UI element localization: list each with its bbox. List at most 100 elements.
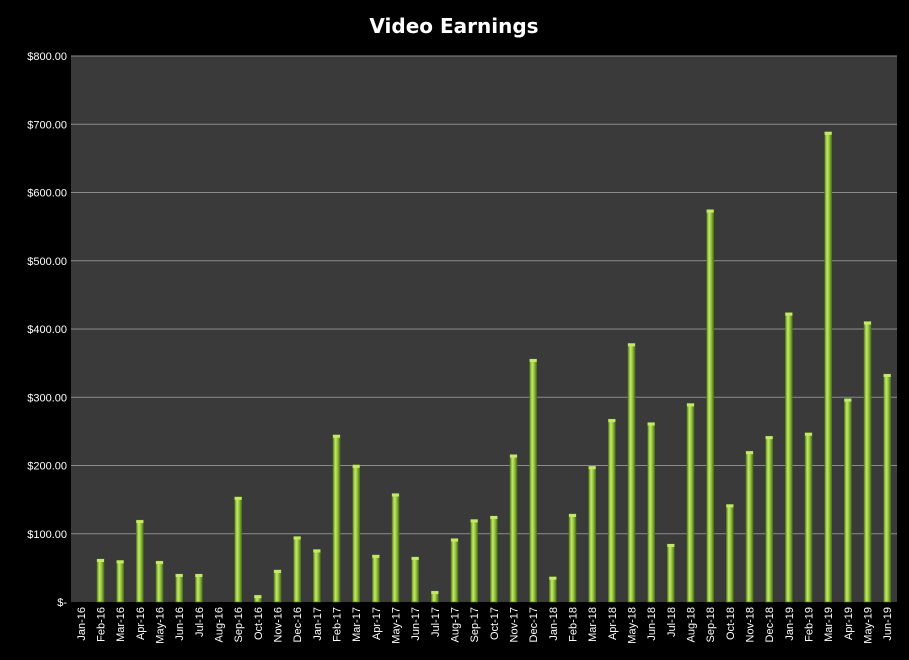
x-tick-label: Jul-16: [194, 607, 206, 637]
x-tick-label: May-16: [155, 607, 167, 644]
bar-nov-16: [273, 569, 282, 603]
bar-apr-18: [607, 418, 616, 603]
bar-cap-apr-16: [136, 520, 144, 524]
bar-feb-18: [568, 513, 577, 603]
bar-cap-may-19: [863, 321, 872, 325]
bar-cap-may-18: [627, 343, 636, 347]
x-tick-label: Jun-19: [882, 607, 894, 641]
x-tick-label: Jan-17: [312, 607, 324, 641]
x-tick-label: Sep-18: [705, 607, 717, 642]
bar-cap-nov-17: [509, 454, 518, 458]
bar-jun-19: [883, 373, 892, 603]
bar-apr-19: [843, 398, 852, 603]
bar-jan-18: [548, 576, 557, 603]
bar-apr-17: [371, 554, 380, 603]
bar-cap-jul-18: [667, 543, 675, 547]
x-tick-label: Jul-17: [430, 607, 442, 637]
bar-sep-17: [470, 519, 479, 603]
bar-jun-16: [175, 573, 184, 603]
y-tick-label: $200.00: [27, 461, 67, 473]
bar-may-16: [155, 560, 164, 603]
bar-cap-jun-16: [175, 574, 183, 578]
bar-apr-16: [135, 519, 144, 603]
x-tick-label: Mar-18: [587, 607, 599, 642]
bar-cap-apr-17: [372, 554, 380, 558]
bar-jan-17: [312, 549, 321, 603]
bar-aug-17: [450, 538, 459, 603]
bar-cap-jun-19: [883, 374, 891, 378]
bar-cap-dec-17: [529, 359, 537, 363]
bar-cap-apr-18: [608, 419, 616, 423]
bar-cap-jul-17: [431, 591, 439, 595]
y-tick-label: $300.00: [27, 392, 67, 404]
y-tick-label: $400.00: [27, 324, 67, 336]
x-tick-label: Feb-19: [804, 607, 816, 642]
bar-cap-aug-17: [450, 538, 459, 542]
chart-title: Video Earnings: [369, 14, 538, 38]
x-tick-label: Apr-17: [371, 607, 383, 640]
bar-feb-16: [96, 558, 105, 603]
bar-oct-17: [489, 515, 498, 603]
y-tick-label: $600.00: [27, 188, 67, 200]
bar-cap-feb-17: [332, 434, 341, 438]
bar-cap-oct-16: [254, 595, 262, 599]
bar-may-17: [391, 493, 400, 603]
x-tick-label: May-18: [627, 607, 639, 644]
x-tick-label: Jun-16: [174, 607, 186, 641]
y-tick-label: $100.00: [27, 529, 67, 541]
x-tick-label: Nov-17: [509, 607, 521, 642]
bar-cap-may-17: [391, 493, 400, 497]
bar-sep-18: [706, 209, 715, 603]
bar-cap-jul-16: [195, 574, 203, 578]
y-tick-label: $500.00: [27, 256, 67, 268]
bar-mar-18: [588, 465, 597, 603]
bar-cap-apr-19: [844, 398, 852, 402]
bar-cap-feb-19: [804, 432, 813, 436]
x-tick-label: Jun-18: [646, 607, 658, 641]
bar-cap-dec-16: [293, 536, 301, 540]
x-tick-labels: Jan-16 Feb-16 Mar-16 Apr-16 May-16 Jun-16 Jul-…: [76, 607, 894, 644]
y-tick-labels: $- $100.00 $200.00 $300.00 $400.00 $500.00 $60…: [27, 51, 67, 609]
bar-cap-may-16: [155, 561, 164, 565]
bar-cap-dec-18: [765, 436, 773, 440]
x-tick-label: Jun-17: [410, 607, 422, 641]
x-tick-label: May-17: [391, 607, 403, 644]
bar-cap-jun-17: [411, 556, 419, 560]
x-tick-label: Dec-16: [292, 607, 304, 642]
bar-cap-nov-18: [745, 451, 754, 455]
bar-nov-18: [745, 450, 754, 603]
bars-layer: [96, 131, 892, 603]
x-tick-label: May-19: [863, 607, 875, 644]
bar-mar-19: [824, 131, 833, 603]
bar-cap-mar-19: [824, 131, 832, 135]
y-tick-label: $700.00: [27, 119, 67, 131]
x-tick-label: Oct-18: [725, 607, 737, 640]
x-tick-label: Aug-17: [450, 607, 462, 642]
bar-oct-18: [725, 504, 734, 603]
x-tick-label: Dec-17: [528, 607, 540, 642]
bar-dec-18: [765, 435, 774, 603]
bar-cap-sep-16: [234, 496, 242, 500]
bar-may-18: [627, 343, 636, 603]
x-tick-label: Sep-16: [233, 607, 245, 642]
bar-may-19: [863, 321, 872, 603]
bar-feb-19: [804, 432, 813, 603]
bar-cap-oct-18: [726, 504, 734, 508]
bar-mar-17: [352, 464, 361, 603]
bar-cap-mar-18: [588, 466, 596, 470]
bar-cap-feb-16: [96, 559, 105, 563]
bar-jun-17: [411, 556, 420, 603]
x-tick-label: Jul-18: [666, 607, 678, 637]
bar-nov-17: [509, 454, 518, 603]
x-tick-label: Jan-16: [76, 607, 88, 641]
x-tick-label: Apr-16: [135, 607, 147, 640]
grid-layer: [71, 55, 897, 535]
bar-cap-sep-17: [470, 519, 478, 523]
x-tick-label: Dec-18: [764, 607, 776, 642]
x-tick-label: Feb-16: [96, 607, 108, 642]
bar-cap-jun-18: [647, 422, 655, 426]
x-tick-label: Aug-18: [686, 607, 698, 642]
bar-jul-18: [666, 543, 675, 603]
